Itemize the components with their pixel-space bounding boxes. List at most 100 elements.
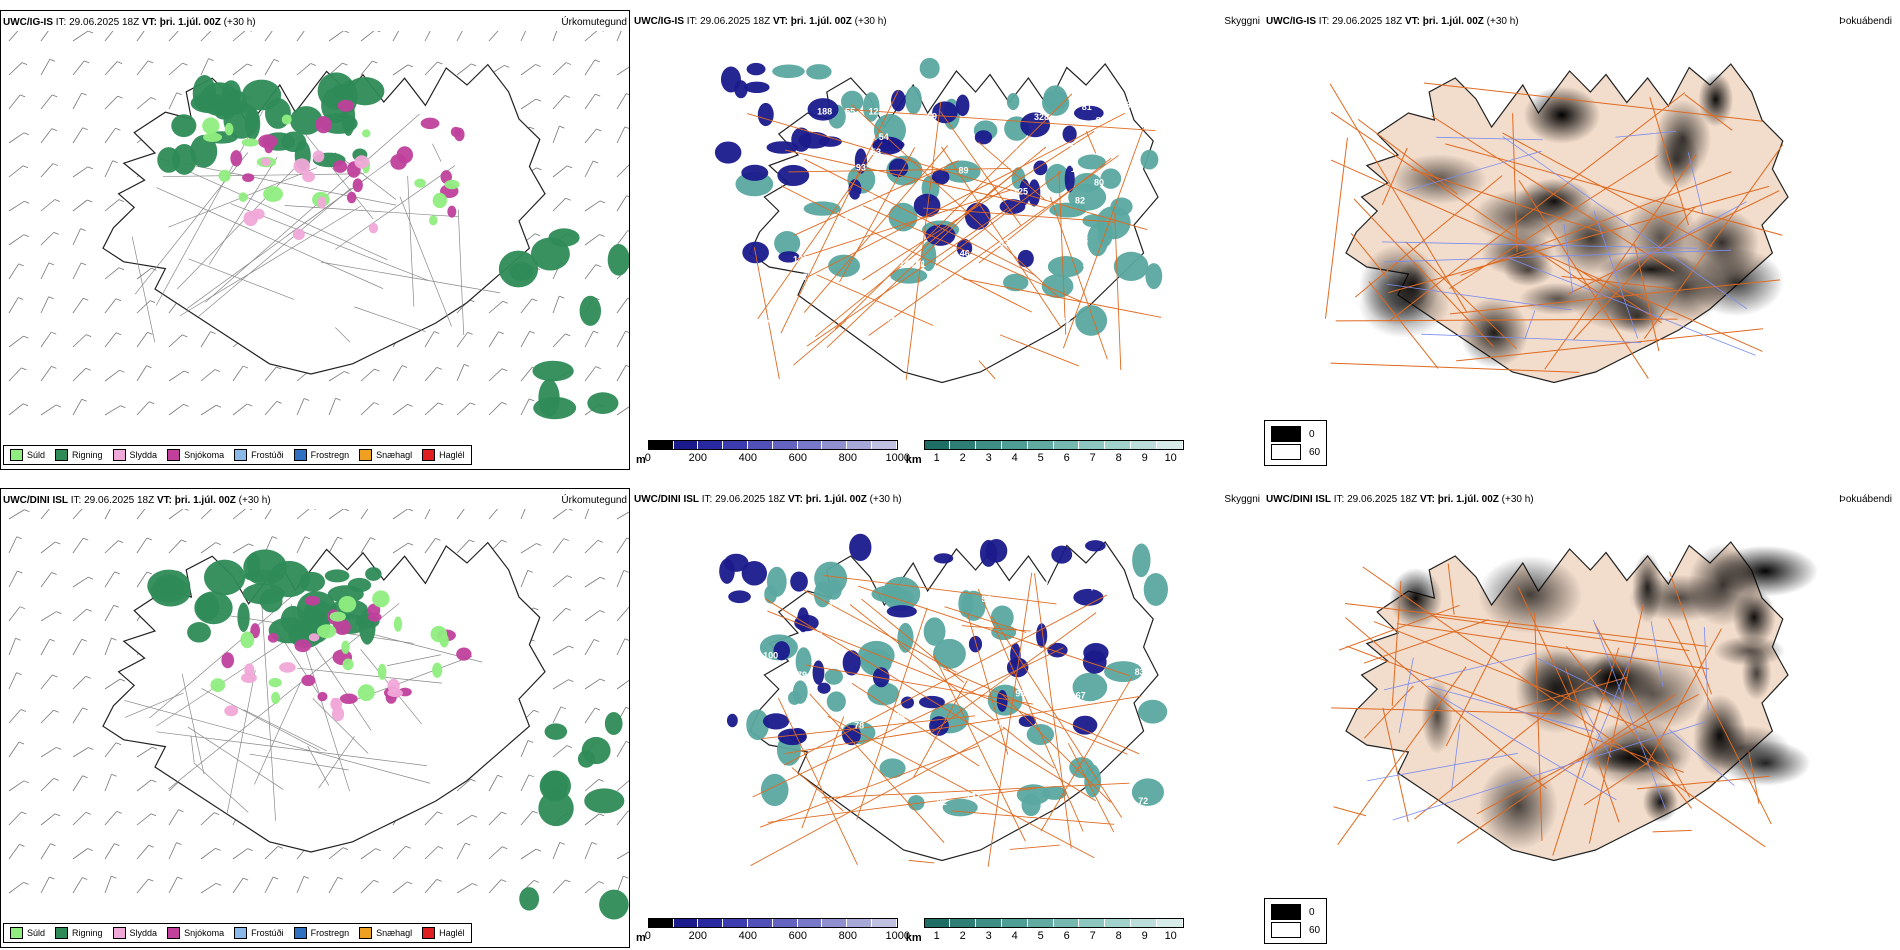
precip-legend-item: Frostregn xyxy=(293,449,350,461)
ceiling-panel-top: UWC/IG-IS IT: 29.06.2025 18Z VT: þri. 1.… xyxy=(632,10,1262,470)
ceiling-label: 61 xyxy=(916,259,926,269)
scale-tick: 1 xyxy=(933,930,940,942)
fog-legend-item: 0 xyxy=(1271,425,1320,443)
scale-tick: 10 xyxy=(1164,452,1177,464)
fog-panel-bottom: UWC/DINI ISL IT: 29.06.2025 18Z VT: þri.… xyxy=(1264,488,1894,948)
ceiling-label: 66 xyxy=(813,631,823,641)
legend-swatch xyxy=(359,449,373,461)
ceiling-label: 74 xyxy=(1090,583,1100,593)
scale-tick: 3 xyxy=(985,930,992,942)
legend-label: 0 xyxy=(1309,428,1315,440)
product-title: Úrkomutegund xyxy=(561,495,627,506)
precip-legend-item: Súld xyxy=(10,927,45,939)
ceiling-label: 35 xyxy=(1083,259,1093,269)
scale-tick: 1000 xyxy=(885,452,911,464)
legend-swatch xyxy=(1271,922,1301,938)
ceiling-label: 89 xyxy=(1096,115,1106,125)
ceiling-label: 89 xyxy=(958,166,968,176)
precip-legend-item: Frostúði xyxy=(234,927,284,939)
scale-tick: 200 xyxy=(688,452,707,464)
scale-tick: 1 xyxy=(933,452,940,464)
legend-label: Rigning xyxy=(72,928,103,938)
visibility-unit: km xyxy=(905,932,922,944)
legend-swatch xyxy=(422,449,436,461)
ceiling-label: 12 xyxy=(1071,164,1081,174)
product-title: Skyggni xyxy=(1224,494,1260,505)
legend-label: 60 xyxy=(1309,924,1321,936)
ceiling-label: 78 xyxy=(854,720,864,730)
precip-panel-top: UWC/IG-IS IT: 29.06.2025 18Z VT: þri. 1.… xyxy=(0,10,630,470)
ceiling-label: 79 xyxy=(797,670,807,680)
ceiling-label: 100 xyxy=(763,650,778,660)
legend-swatch xyxy=(167,927,181,939)
scale-tick: 1000 xyxy=(885,930,911,942)
precip-legend-item: Slydda xyxy=(112,449,158,461)
legend-swatch xyxy=(10,449,23,461)
legend-swatch xyxy=(422,927,436,939)
ceiling-label: 72 xyxy=(1138,796,1148,806)
scale-tick: 8 xyxy=(1115,452,1122,464)
panel-header: UWC/DINI ISL IT: 29.06.2025 18Z VT: þri.… xyxy=(1266,494,1534,505)
ceiling-label: 82 xyxy=(1049,661,1059,671)
ceiling-label: 46 xyxy=(960,248,970,258)
scale-tick: 4 xyxy=(1011,930,1018,942)
ceiling-label: 74 xyxy=(1006,290,1016,300)
ceiling-label: 51 xyxy=(1069,142,1079,152)
ceiling-label: 88 xyxy=(1061,681,1071,691)
legend-label: Haglél xyxy=(439,450,465,460)
legend-label: 0 xyxy=(1309,906,1315,918)
legend-swatch xyxy=(55,927,69,939)
legend-swatch xyxy=(359,927,373,939)
fog-legend: 0 60 xyxy=(1264,420,1328,466)
legend-label: Frostregn xyxy=(310,450,350,460)
scale-tick: 2 xyxy=(959,452,966,464)
legend-swatch xyxy=(1271,426,1301,442)
scale-tick: 8 xyxy=(1115,930,1122,942)
panel-header: UWC/IG-IS IT: 29.06.2025 18Z VT: þri. 1.… xyxy=(1266,16,1519,27)
precip-legend-item: Slydda xyxy=(112,927,157,939)
ceiling-label: 67 xyxy=(1076,690,1086,700)
legend-swatch xyxy=(1271,904,1301,920)
precip-legend-item: Rigning xyxy=(55,927,103,939)
ceiling-visibility-scales: m 0 200 400 600 800 1000 km 1 2 3 4 5 6 7 8 9 10 xyxy=(636,918,1184,944)
visibility-scale: 1 2 3 4 5 6 7 8 9 10 xyxy=(923,918,1184,944)
scale-tick: 200 xyxy=(688,930,707,942)
ceiling-label: 96 xyxy=(981,594,991,604)
panel-header: UWC/DINI ISL IT: 29.06.2025 18Z VT: þri.… xyxy=(3,495,271,506)
scale-tick: 2 xyxy=(959,930,966,942)
ceiling-label: 145 xyxy=(994,719,1009,729)
ceiling-visibility-scales: m 0 200 400 600 800 1000 km 1 2 3 4 5 6 7 8 9 10 xyxy=(636,440,1184,466)
legend-swatch xyxy=(293,927,307,939)
precip-panel-bottom: UWC/DINI ISL IT: 29.06.2025 18Z VT: þri.… xyxy=(0,488,630,948)
ceiling-label: 140 xyxy=(899,259,914,269)
ceiling-panel-bottom: UWC/DINI ISL IT: 29.06.2025 18Z VT: þri.… xyxy=(632,488,1262,948)
ceiling-label: 56 xyxy=(778,301,788,311)
precip-legend-item: Snæhagl xyxy=(359,927,412,939)
scale-tick: 3 xyxy=(985,452,992,464)
ceiling-label: 92 xyxy=(816,277,826,287)
ceiling-label: 127 xyxy=(966,792,981,802)
visibility-unit: km xyxy=(905,454,922,466)
ceiling-label: 86 xyxy=(852,125,862,135)
legend-swatch xyxy=(293,449,307,461)
scale-tick: 400 xyxy=(738,930,757,942)
ceiling-label: 67 xyxy=(798,272,808,282)
ceiling-label: 156 xyxy=(1057,568,1072,578)
ceiling-label: 61 xyxy=(850,686,860,696)
ceiling-label: 12 xyxy=(868,107,878,117)
fog-legend-item: 60 xyxy=(1271,921,1320,939)
ceiling-label: 69 xyxy=(895,711,905,721)
scale-tick: 7 xyxy=(1089,452,1096,464)
ceiling-label: 48 xyxy=(838,216,848,226)
product-title: Skyggni xyxy=(1224,16,1260,27)
legend-label: Slydda xyxy=(129,450,158,460)
precip-legend: Súld Rigning Slydda Snjókoma Frostúði Frostre… xyxy=(3,923,472,943)
ceiling-label: 146 xyxy=(859,192,874,202)
scale-tick: 0 xyxy=(644,930,651,942)
ceiling-label: 81 xyxy=(1090,577,1100,587)
fog-legend-item: 0 xyxy=(1271,903,1320,921)
precip-legend-item: Rigning xyxy=(55,449,103,461)
legend-label: Snæhagl xyxy=(376,450,413,460)
ceiling-label: 93 xyxy=(856,163,866,173)
precip-legend-item: Haglél xyxy=(422,927,465,939)
